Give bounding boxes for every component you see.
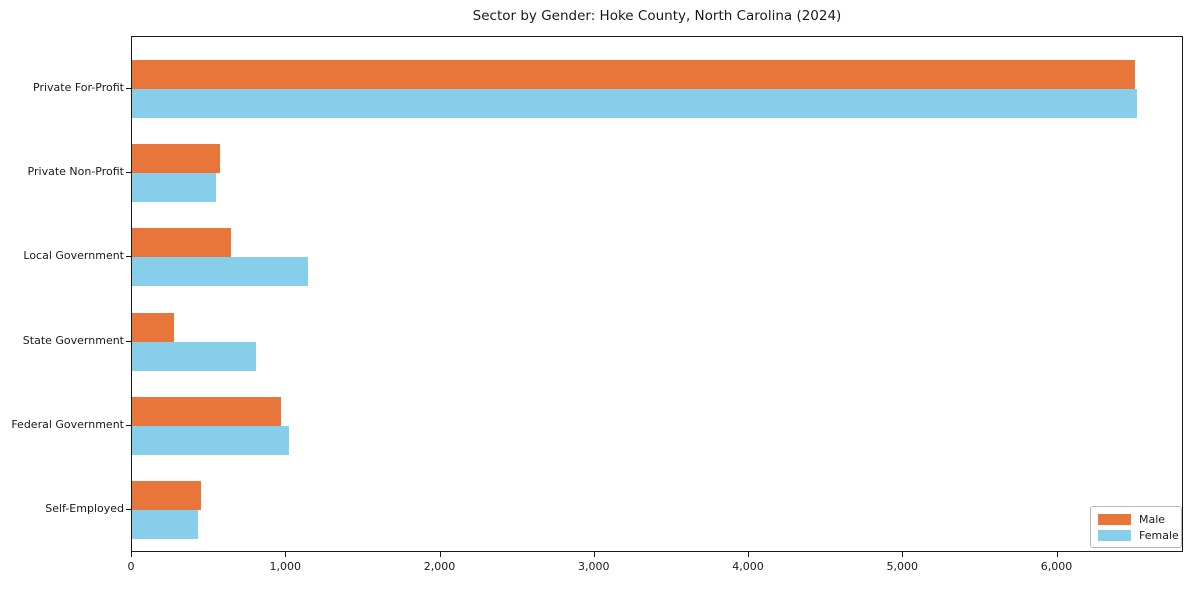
legend-swatch-male <box>1098 514 1131 525</box>
y-tick-mark <box>126 509 131 510</box>
legend-item-male: Male <box>1098 512 1174 527</box>
bar-female-1 <box>132 173 217 203</box>
plot-area <box>131 36 1183 552</box>
x-tick-mark <box>902 552 904 557</box>
y-tick-mark <box>126 424 131 426</box>
x-tick-mark <box>593 552 595 557</box>
bar-female-5 <box>132 510 199 539</box>
x-tick-mark <box>1056 552 1058 557</box>
x-tick-label: 1,000 <box>269 560 302 573</box>
x-tick-mark <box>131 552 132 557</box>
legend-item-female: Female <box>1098 528 1179 543</box>
x-tick-mark <box>285 552 287 557</box>
bar-male-1 <box>132 144 220 174</box>
y-tick-mark <box>126 340 131 342</box>
bar-male-4 <box>132 396 281 426</box>
bar-male-0 <box>132 60 1136 89</box>
y-tick-mark <box>126 256 131 258</box>
x-tick-label: 6,000 <box>1040 560 1073 573</box>
x-tick-label: 0 <box>127 560 135 573</box>
x-tick-label: 5,000 <box>886 560 919 573</box>
y-tick-label: Local Government <box>23 249 124 263</box>
y-tick-label: Federal Government <box>11 417 124 431</box>
y-tick-mark <box>126 88 131 89</box>
legend-label: Male <box>1139 513 1166 526</box>
x-tick-label: 2,000 <box>423 560 456 573</box>
x-tick-mark <box>439 552 441 557</box>
y-tick-label: Private Non-Profit <box>27 165 124 179</box>
y-tick-mark <box>126 172 131 174</box>
y-tick-label: State Government <box>22 333 124 347</box>
bar-male-2 <box>132 228 231 258</box>
bar-female-4 <box>132 425 290 455</box>
bar-female-2 <box>132 257 308 287</box>
x-tick-label: 4,000 <box>732 560 764 573</box>
bar-male-5 <box>132 481 201 510</box>
y-tick-label: Self-Employed <box>45 502 124 515</box>
legend: Male Female <box>1090 506 1182 548</box>
bar-male-3 <box>132 312 175 342</box>
x-tick-label: 3,000 <box>578 560 610 573</box>
bar-female-3 <box>132 341 257 371</box>
legend-label: Female <box>1139 529 1179 542</box>
chart-title: Sector by Gender: Hoke County, North Car… <box>472 8 842 24</box>
x-tick-mark <box>748 552 749 557</box>
legend-swatch-female <box>1098 530 1131 541</box>
bar-female-0 <box>132 89 1137 118</box>
y-tick-label: Private For-Profit <box>33 81 124 94</box>
